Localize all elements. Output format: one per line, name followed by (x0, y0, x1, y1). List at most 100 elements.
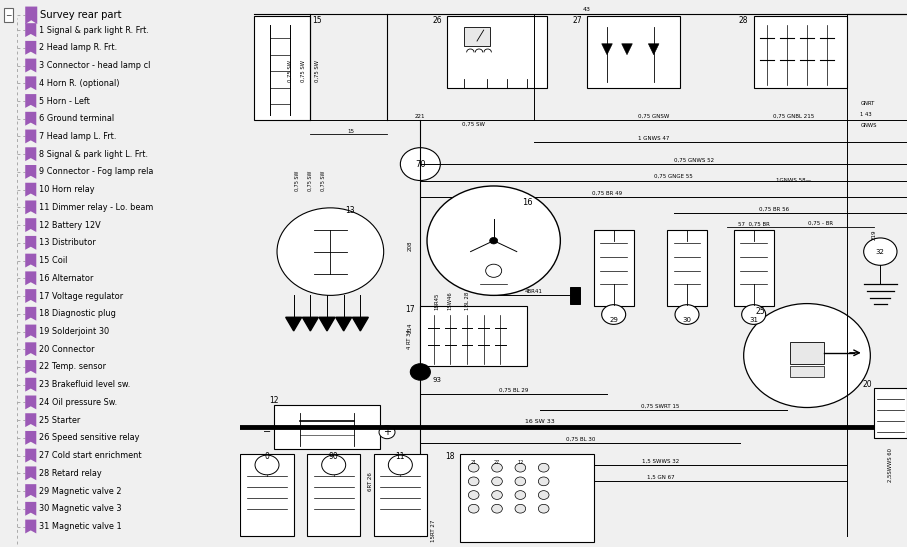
Text: 27 Cold start enrichment: 27 Cold start enrichment (39, 451, 141, 460)
Text: 7 Head lamp L. Frt.: 7 Head lamp L. Frt. (39, 132, 117, 141)
Polygon shape (25, 307, 36, 321)
Text: 1 GNWS 47: 1 GNWS 47 (638, 136, 669, 141)
Text: 1BR45: 1BR45 (434, 292, 440, 310)
Circle shape (744, 304, 871, 408)
Text: 32: 32 (876, 249, 884, 254)
Circle shape (485, 264, 502, 277)
Text: 1 43: 1 43 (861, 112, 872, 118)
Text: 0,75 - BR: 0,75 - BR (808, 220, 833, 226)
Text: 1,5 GN 67: 1,5 GN 67 (647, 475, 674, 480)
Text: 208: 208 (408, 241, 413, 252)
Polygon shape (25, 59, 36, 72)
Text: 12: 12 (269, 397, 278, 405)
Text: 1BL 28: 1BL 28 (464, 292, 470, 310)
Circle shape (539, 491, 549, 499)
Polygon shape (25, 41, 36, 55)
Circle shape (410, 364, 430, 380)
FancyBboxPatch shape (790, 342, 824, 364)
Polygon shape (25, 23, 36, 37)
Circle shape (601, 305, 626, 324)
Text: 17 Voltage regulator: 17 Voltage regulator (39, 292, 123, 300)
Text: 24 Oil pressure Sw.: 24 Oil pressure Sw. (39, 398, 117, 407)
Text: 30: 30 (682, 317, 691, 323)
Polygon shape (25, 395, 36, 409)
Polygon shape (25, 165, 36, 179)
Circle shape (675, 305, 699, 324)
Text: 0,75 GNGE 55: 0,75 GNGE 55 (654, 174, 693, 179)
Text: 31 Magnetic valve 1: 31 Magnetic valve 1 (39, 522, 122, 531)
Text: 0,75 GNWS 52: 0,75 GNWS 52 (674, 158, 714, 163)
Text: 12: 12 (517, 459, 523, 465)
Polygon shape (25, 77, 36, 90)
Text: 1SW46: 1SW46 (448, 292, 453, 310)
Circle shape (255, 455, 279, 475)
Circle shape (515, 504, 526, 513)
Polygon shape (352, 317, 368, 331)
Text: GNWS: GNWS (861, 123, 877, 129)
FancyBboxPatch shape (587, 16, 680, 88)
FancyBboxPatch shape (594, 230, 634, 306)
Text: 0,75 SW: 0,75 SW (463, 121, 485, 127)
Text: 5 Horn - Left: 5 Horn - Left (39, 96, 90, 106)
FancyBboxPatch shape (447, 16, 547, 88)
FancyBboxPatch shape (571, 287, 580, 304)
FancyBboxPatch shape (374, 454, 427, 536)
Text: 0,75 SW: 0,75 SW (301, 60, 307, 82)
Text: 18: 18 (445, 452, 455, 461)
Text: 29 Magnetic valve 2: 29 Magnetic valve 2 (39, 487, 122, 496)
Text: 15 Coil: 15 Coil (39, 256, 67, 265)
Circle shape (492, 463, 502, 472)
Circle shape (863, 238, 897, 265)
Text: 20: 20 (863, 380, 872, 389)
Polygon shape (25, 254, 36, 267)
Text: 18 Diagnostic plug: 18 Diagnostic plug (39, 309, 116, 318)
Text: +: + (383, 427, 391, 437)
Text: 13 Distributor: 13 Distributor (39, 238, 96, 247)
Text: 1 Signal & park light R. Frt.: 1 Signal & park light R. Frt. (39, 26, 149, 34)
Text: 22 Temp. sensor: 22 Temp. sensor (39, 363, 106, 371)
Polygon shape (25, 236, 36, 250)
Text: 10 Horn relay: 10 Horn relay (39, 185, 94, 194)
Circle shape (322, 455, 346, 475)
Text: 0,75 SW: 0,75 SW (315, 60, 319, 82)
Polygon shape (25, 449, 36, 463)
FancyBboxPatch shape (4, 8, 13, 22)
Polygon shape (25, 520, 36, 533)
Polygon shape (286, 317, 302, 331)
Polygon shape (25, 467, 36, 480)
Polygon shape (302, 317, 318, 331)
FancyBboxPatch shape (240, 454, 294, 536)
Text: 8 Signal & park light L. Frt.: 8 Signal & park light L. Frt. (39, 150, 148, 159)
Text: Survey rear part: Survey rear part (41, 10, 122, 20)
FancyBboxPatch shape (420, 306, 527, 366)
Text: 70: 70 (415, 160, 425, 168)
Text: 11 Dimmer relay - Lo. beam: 11 Dimmer relay - Lo. beam (39, 203, 153, 212)
Polygon shape (25, 289, 36, 303)
Polygon shape (25, 502, 36, 516)
Text: 19 Solderjoint 30: 19 Solderjoint 30 (39, 327, 110, 336)
Text: 27: 27 (572, 16, 581, 25)
Polygon shape (25, 378, 36, 392)
Circle shape (490, 237, 498, 244)
Circle shape (515, 477, 526, 486)
Text: 11: 11 (395, 452, 405, 461)
Text: 15: 15 (346, 129, 354, 134)
Text: 0,75 SW: 0,75 SW (288, 60, 293, 82)
FancyBboxPatch shape (463, 27, 491, 46)
Text: 26 Speed sensitive relay: 26 Speed sensitive relay (39, 433, 140, 443)
Polygon shape (621, 44, 632, 55)
Circle shape (427, 186, 561, 295)
Circle shape (492, 477, 502, 486)
Polygon shape (25, 147, 36, 161)
FancyBboxPatch shape (754, 16, 847, 88)
Text: 9 Connector - Fog lamp rela: 9 Connector - Fog lamp rela (39, 167, 153, 177)
Polygon shape (25, 183, 36, 196)
Text: 21: 21 (471, 459, 477, 465)
Text: 16 Alternator: 16 Alternator (39, 274, 93, 283)
Polygon shape (25, 324, 36, 339)
Text: 25 Starter: 25 Starter (39, 416, 81, 424)
Text: 0: 0 (265, 452, 269, 461)
Text: 0,75 GNSW: 0,75 GNSW (638, 114, 669, 119)
Text: 25: 25 (756, 307, 766, 316)
FancyBboxPatch shape (790, 366, 824, 377)
